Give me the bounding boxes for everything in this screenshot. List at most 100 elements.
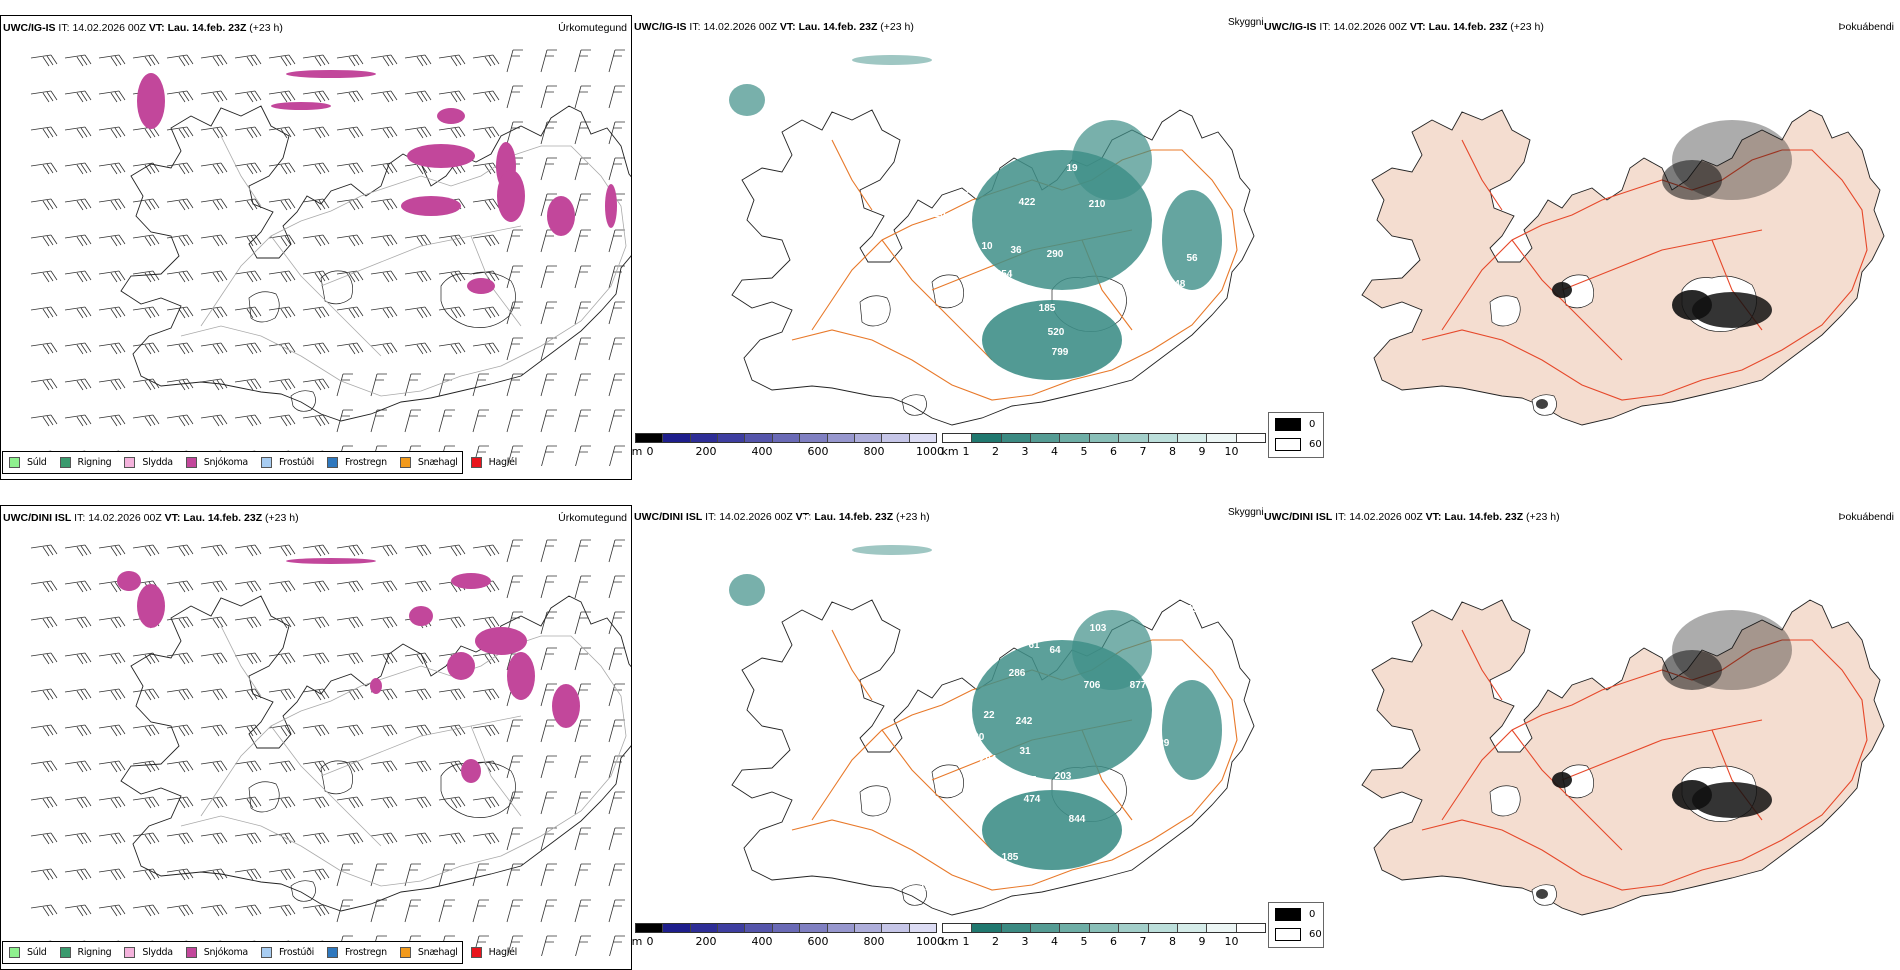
- visibility-colorbar: [942, 433, 1266, 443]
- fog-legend-label: 60: [1309, 439, 1322, 450]
- cloud-base-label: 242: [1016, 716, 1033, 727]
- wind-barb: [302, 544, 330, 557]
- snowfall-area: [286, 558, 376, 564]
- wind-barb: [574, 575, 591, 599]
- wind-barb: [540, 409, 557, 433]
- glacier-outline: [440, 271, 516, 328]
- wind-barb: [540, 899, 557, 923]
- colorbar-tick: 0: [646, 445, 654, 458]
- wind-barb: [574, 863, 591, 887]
- legend-swatch: [470, 947, 482, 958]
- wind-barb: [506, 337, 523, 361]
- wind-barb: [608, 373, 625, 397]
- snowfall-area: [461, 759, 481, 783]
- cloud-base-label: 46: [802, 514, 814, 525]
- cloud-base-label: 144: [1149, 778, 1166, 789]
- wind-barb: [438, 899, 455, 923]
- colorbar-tick: 8: [1169, 935, 1176, 948]
- wind-barb: [200, 724, 228, 737]
- road: [270, 235, 382, 357]
- lead-time: (+23 h): [1510, 21, 1544, 33]
- legend-swatch: [260, 457, 272, 468]
- snowfall-area: [507, 652, 535, 700]
- wind-barb: [574, 719, 591, 743]
- cloud-base-label: 29: [954, 219, 966, 230]
- wind-barb: [98, 414, 126, 427]
- road: [1461, 139, 1503, 211]
- cloud-base-label: 203: [1055, 771, 1072, 782]
- cloud-base-label: 264: [1160, 327, 1177, 338]
- wind-barb: [608, 575, 625, 599]
- wind-barb: [336, 688, 364, 701]
- wind-barb: [166, 90, 194, 103]
- wind-barb: [574, 827, 591, 851]
- wind-barb: [302, 904, 330, 917]
- wind-barb: [574, 85, 591, 109]
- wind-barb: [438, 306, 466, 319]
- wind-barb: [268, 270, 296, 283]
- panel-header: UWC/DINI ISL IT: 14.02.2026 00Z VT: Lau.…: [634, 511, 930, 523]
- visibility-panel: UWC/IG-IS IT: 14.02.2026 00Z VT: Lau. 14…: [632, 0, 1266, 465]
- wind-barb: [234, 270, 262, 283]
- wind-barb: [64, 760, 92, 773]
- wind-barb: [574, 755, 591, 779]
- wind-barb: [30, 796, 58, 809]
- wind-barb: [166, 724, 194, 737]
- wind-barb: [608, 157, 625, 181]
- legend-label: Slydda: [142, 457, 173, 468]
- vt-label: VT: Lau. 14.feb. 23Z: [164, 512, 263, 524]
- wind-barb: [30, 90, 58, 103]
- wind-barb: [30, 378, 58, 391]
- wind-barb: [370, 652, 398, 665]
- wind-barb: [268, 688, 296, 701]
- legend-swatch: [470, 457, 482, 468]
- wind-barb: [609, 445, 625, 466]
- wind-barb: [302, 306, 330, 319]
- wind-barb: [540, 265, 557, 289]
- vt-label: VT: Lau. 14.feb. 23Z: [1425, 511, 1524, 523]
- wind-barb: [268, 234, 296, 247]
- wind-barb: [506, 409, 523, 433]
- colorbar-tick: 10: [1224, 935, 1239, 948]
- wind-barb: [132, 760, 160, 773]
- wind-barb: [336, 342, 364, 355]
- colorbar-segment: [827, 434, 855, 442]
- cloud-base-label: 430: [968, 732, 985, 743]
- wind-barb: [336, 863, 353, 887]
- glacier-outline: [290, 880, 316, 902]
- glacier-outline: [1489, 295, 1521, 327]
- wind-barb: [268, 414, 296, 427]
- wind-barb: [234, 796, 262, 809]
- colorbar-segment: [636, 434, 664, 442]
- wind-barb: [336, 373, 353, 397]
- fog-indicator-area: [1552, 772, 1572, 788]
- wind-barb: [336, 899, 353, 923]
- wind-barb: [268, 868, 296, 881]
- wind-barb: [404, 863, 421, 887]
- fog-indicator-area: [1692, 782, 1772, 818]
- precip-type-panel: UWC/IG-IS IT: 14.02.2026 00Z VT: Lau. 14…: [0, 15, 632, 480]
- cloud-base-label: 877: [1130, 680, 1147, 691]
- wind-barb: [302, 90, 330, 103]
- legend-swatch: [59, 947, 71, 958]
- wind-barb: [370, 126, 398, 139]
- wind-barb: [132, 342, 160, 355]
- fog-indicator-area: [1672, 290, 1712, 320]
- wind-barb: [574, 647, 591, 671]
- wind-barb: [234, 832, 262, 845]
- wind-barb: [268, 652, 296, 665]
- low-visibility-area: [729, 84, 765, 116]
- cloud-base-label: 10: [981, 241, 993, 252]
- wind-barb: [234, 544, 262, 557]
- legend-swatch: [59, 457, 71, 468]
- low-visibility-area: [1072, 120, 1152, 200]
- wind-barb: [472, 899, 489, 923]
- wind-barb: [132, 414, 160, 427]
- fog-legend-item: 60: [1275, 928, 1322, 941]
- wind-barb: [98, 378, 126, 391]
- legend-label: Súld: [27, 457, 47, 468]
- wind-barb: [472, 863, 489, 887]
- legend-swatch: [9, 457, 20, 468]
- wind-barb: [438, 90, 466, 103]
- wind-barb: [166, 126, 194, 139]
